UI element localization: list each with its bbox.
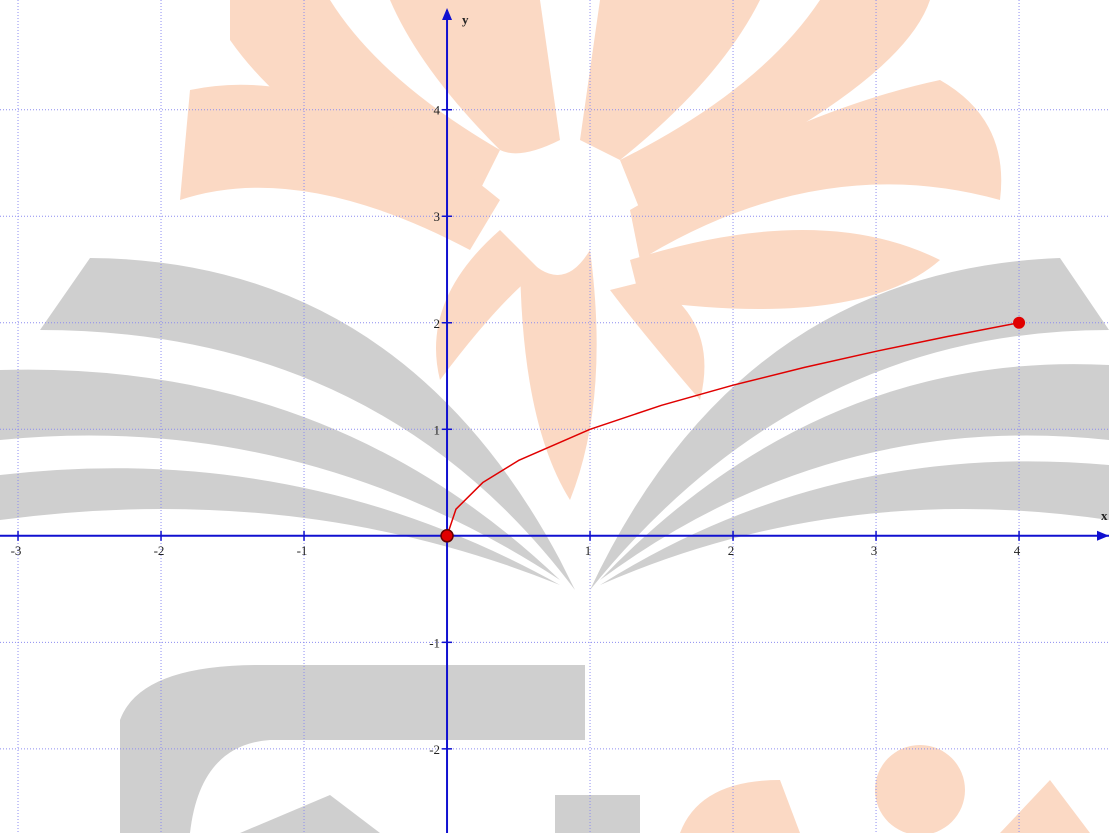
- x-axis-arrow: [1097, 531, 1109, 541]
- x-tick-label: 3: [871, 543, 878, 558]
- x-tick-label: -2: [154, 543, 165, 558]
- end-point: [441, 530, 453, 542]
- end-point: [1013, 317, 1025, 329]
- y-tick-label: 1: [434, 422, 441, 437]
- y-tick-label: 3: [434, 209, 441, 224]
- x-tick-label: 2: [728, 543, 735, 558]
- x-tick-label: -3: [11, 543, 22, 558]
- page: x y -3-2-11234-2-11234 (() => { const da…: [0, 0, 1109, 833]
- watermark: [0, 0, 1109, 833]
- y-tick-label: -1: [429, 635, 440, 650]
- x-tick-label: 1: [585, 543, 592, 558]
- y-tick-label: 4: [434, 103, 441, 118]
- y-tick-label: -2: [429, 742, 440, 757]
- x-tick-label: -1: [297, 543, 308, 558]
- x-tick-label: 4: [1014, 543, 1021, 558]
- y-axis-label: y: [462, 12, 469, 27]
- y-tick-label: 2: [434, 316, 441, 331]
- x-axis-label: x: [1101, 508, 1108, 523]
- chart: x y -3 -2 -1 1 2 3 4 -2 -1 1 2 3 4: [0, 0, 1109, 833]
